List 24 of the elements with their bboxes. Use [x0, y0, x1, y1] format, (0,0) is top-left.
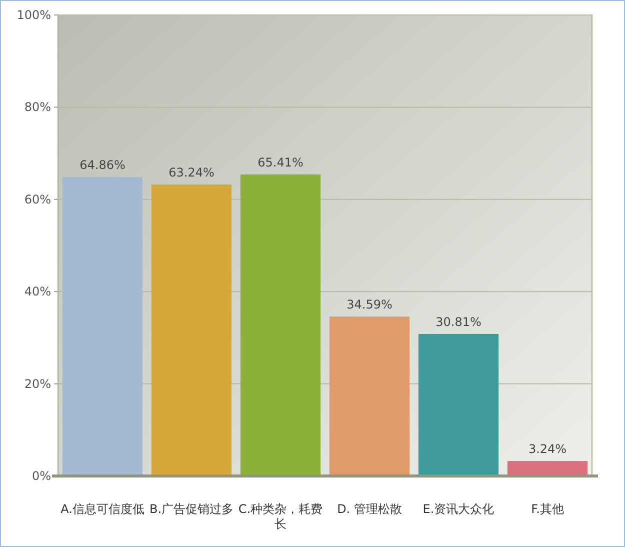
x-tick-label: F.其他: [531, 502, 564, 516]
y-tick-label: 60%: [24, 192, 51, 206]
bar: [507, 461, 588, 476]
x-tick-label: D. 管理松散: [337, 502, 402, 516]
bar: [62, 176, 143, 476]
data-label: 65.41%: [258, 155, 304, 170]
data-label: 34.59%: [346, 298, 392, 312]
data-label: 63.24%: [168, 165, 214, 180]
data-label: 30.81%: [436, 314, 482, 329]
bar: [151, 184, 232, 476]
x-tick-label: E.资讯大众化: [422, 502, 494, 516]
x-tick-label: B.广告促销过多: [149, 502, 234, 516]
x-tick-label: A.信息可信度低: [60, 502, 144, 516]
bar: [329, 316, 410, 476]
bar: [418, 334, 499, 476]
y-tick-label: 20%: [24, 376, 51, 391]
y-tick-label: 0%: [32, 469, 51, 483]
bar: [240, 174, 321, 476]
data-label: 64.86%: [80, 158, 126, 172]
y-tick-label: 40%: [24, 284, 51, 299]
data-label: 3.24%: [528, 442, 567, 456]
y-tick-label: 80%: [24, 100, 51, 114]
y-tick-label: 100%: [16, 8, 51, 22]
x-tick-label: C.种类杂，耗费长: [238, 502, 323, 531]
